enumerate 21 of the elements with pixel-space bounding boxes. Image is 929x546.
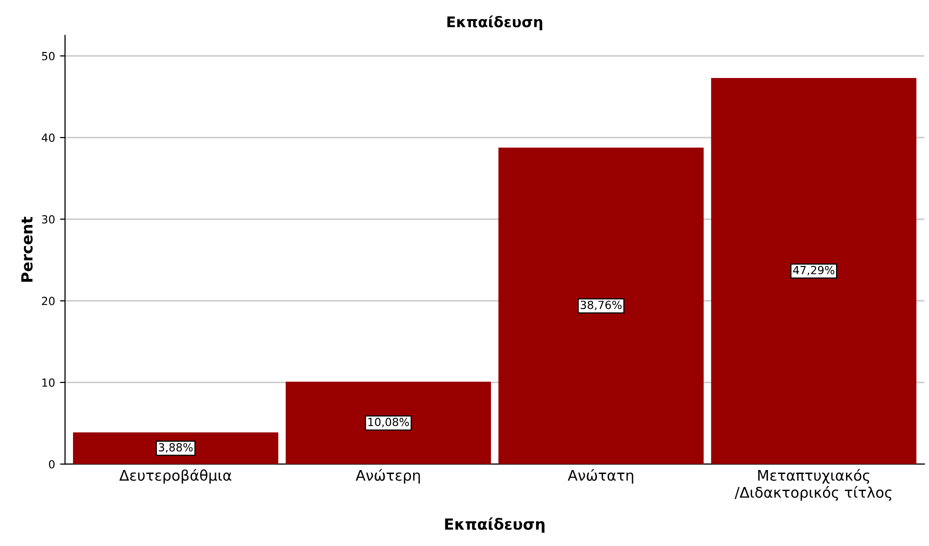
data-label: 3,88% <box>158 443 193 453</box>
data-label: 47,29% <box>793 266 834 276</box>
bar <box>286 382 491 464</box>
chart-title: Εκπαίδευση <box>447 15 542 30</box>
bar <box>711 78 916 464</box>
x-tick-label: Ανώτατη <box>568 468 634 484</box>
y-tick-label: 0 <box>48 460 55 468</box>
y-tick-label: 30 <box>42 215 55 224</box>
bar <box>498 148 704 464</box>
bar <box>73 432 278 464</box>
y-tick-label: 20 <box>42 296 55 306</box>
y-tick-label: 50 <box>42 52 55 60</box>
x-tick-label: Δευτεροβάθμια <box>119 468 232 484</box>
x-tick-label: Μεταπτυχιακός /Διδακτορικός τίτλος <box>734 468 892 501</box>
data-label: 38,76% <box>580 300 622 310</box>
data-label: 10,08% <box>368 418 409 428</box>
x-tick-label: Ανώτερη <box>356 468 420 484</box>
y-tick-label: 40 <box>42 134 55 142</box>
y-tick-label: 10 <box>42 378 55 387</box>
x-axis-title: Εκπαίδευση <box>445 517 544 533</box>
y-axis-title: Percent <box>21 216 33 282</box>
